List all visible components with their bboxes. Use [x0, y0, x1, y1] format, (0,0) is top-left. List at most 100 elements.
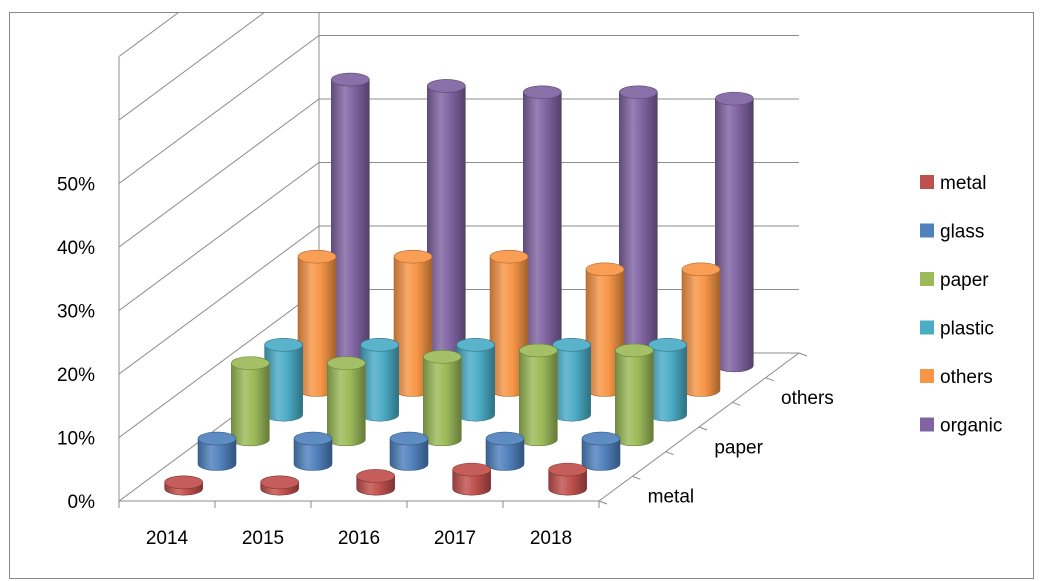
legend-swatch-plastic: [920, 320, 934, 335]
bar-plastic-2018: [648, 338, 687, 422]
y-tick-label: 40%: [57, 238, 95, 259]
bar-top: [548, 462, 587, 477]
bar-top: [164, 475, 203, 490]
x-tick-label: 2017: [434, 528, 476, 549]
bar-top: [231, 356, 270, 370]
y-tick-label: 10%: [57, 429, 95, 450]
bar-paper-2017: [519, 343, 558, 447]
x-tick-label: 2016: [338, 528, 380, 549]
depth-tick-mark: [765, 377, 774, 382]
bar-paper-2016: [423, 349, 462, 447]
bar-top: [360, 338, 399, 352]
bar-plastic-2016: [456, 338, 495, 422]
bar-top: [264, 338, 303, 352]
bar-top: [681, 262, 721, 277]
bar-top: [427, 79, 466, 93]
bar-top: [331, 72, 370, 87]
bar-plastic-2017: [552, 338, 591, 422]
column-chart-3d: 0% 10% 20% 30% 40% 50% 2014 2015 2016 2017 2018 met…: [57, 13, 1002, 550]
bar-top: [423, 349, 462, 364]
bar-body: [327, 362, 366, 447]
legend-swatch-paper: [920, 272, 934, 286]
legend-label-metal: metal: [940, 173, 986, 194]
bar-body: [523, 91, 562, 373]
depth-tick-mark: [798, 352, 808, 357]
bar-body: [331, 79, 370, 373]
depth-tick-mark: [632, 475, 641, 480]
bar-top: [619, 85, 658, 100]
depth-axis-label: metal: [648, 487, 694, 508]
bar-body: [548, 469, 587, 496]
bar-glass-2016: [389, 431, 429, 471]
chart-legend: metal glass paper plastic others organic: [920, 173, 1002, 437]
bar-body: [293, 438, 333, 471]
bar-metal-2016: [356, 469, 395, 496]
bar-glass-2014: [197, 431, 237, 471]
chart-axes: 0% 10% 20% 30% 40% 50% 2014 2015 2016 2017 2018 met…: [57, 175, 834, 550]
bar-metal-2015: [260, 475, 299, 496]
bar-body: [456, 344, 495, 422]
bar-body: [427, 85, 466, 373]
bar-organic-2015: [427, 79, 466, 373]
bar-top: [260, 475, 299, 490]
bar-organic-2017: [619, 85, 658, 373]
depth-tick-mark: [598, 500, 608, 505]
bar-top: [356, 469, 395, 483]
bar-top: [523, 85, 562, 100]
legend-swatch-others: [920, 369, 934, 383]
bar-glass-2018: [581, 431, 621, 471]
bar-body: [519, 350, 558, 447]
legend-label-paper: paper: [940, 270, 989, 291]
bar-organic-2014: [331, 72, 370, 373]
legend-label-others: others: [940, 367, 993, 388]
bar-top: [585, 262, 625, 277]
bar-body: [197, 438, 237, 471]
bar-top: [648, 338, 687, 352]
bar-body: [619, 91, 658, 373]
x-tick-label: 2015: [242, 528, 284, 549]
bar-metal-2014: [164, 475, 203, 496]
legend-label-plastic: plastic: [940, 319, 994, 340]
bar-body: [681, 269, 721, 397]
chart-walls: [118, 13, 800, 502]
legend-label-organic: organic: [940, 416, 1002, 437]
depth-axis-label: paper: [714, 437, 763, 458]
y-tick-label: 50%: [57, 175, 95, 196]
depth-tick-mark: [732, 401, 741, 406]
bar-plastic-2014: [264, 338, 303, 422]
y-tick-label: 30%: [57, 302, 95, 323]
legend-label-glass: glass: [940, 222, 984, 243]
bar-body: [389, 438, 429, 471]
x-tick-label: 2014: [146, 528, 189, 549]
bar-plastic-2015: [360, 338, 399, 422]
bar-top: [389, 431, 429, 446]
bar-glass-2015: [293, 431, 333, 471]
bar-others-2018: [681, 262, 721, 397]
bar-top: [327, 356, 366, 370]
bar-top: [552, 338, 591, 352]
bar-glass-2017: [485, 431, 525, 471]
x-tick-label: 2018: [530, 528, 572, 549]
bar-body: [615, 350, 654, 447]
gridline: [118, 13, 265, 121]
bar-top: [197, 431, 237, 446]
bar-organic-2018: [715, 91, 754, 373]
bar-top: [519, 343, 558, 358]
bar-top: [456, 338, 495, 352]
bar-body: [552, 344, 591, 422]
bar-metal-2017: [452, 462, 491, 496]
y-tick-label: 20%: [57, 365, 95, 386]
bar-top: [485, 431, 525, 446]
chart-bars: [164, 72, 754, 496]
bar-top: [393, 249, 433, 264]
bar-body: [360, 344, 399, 422]
bar-top: [297, 249, 337, 264]
bar-top: [615, 343, 654, 358]
bar-body: [648, 344, 687, 422]
y-tick-label: 0%: [68, 492, 96, 513]
bar-body: [264, 344, 303, 422]
bar-paper-2014: [231, 356, 270, 447]
bar-top: [715, 91, 754, 106]
bar-paper-2015: [327, 356, 366, 447]
bar-body: [452, 469, 491, 496]
